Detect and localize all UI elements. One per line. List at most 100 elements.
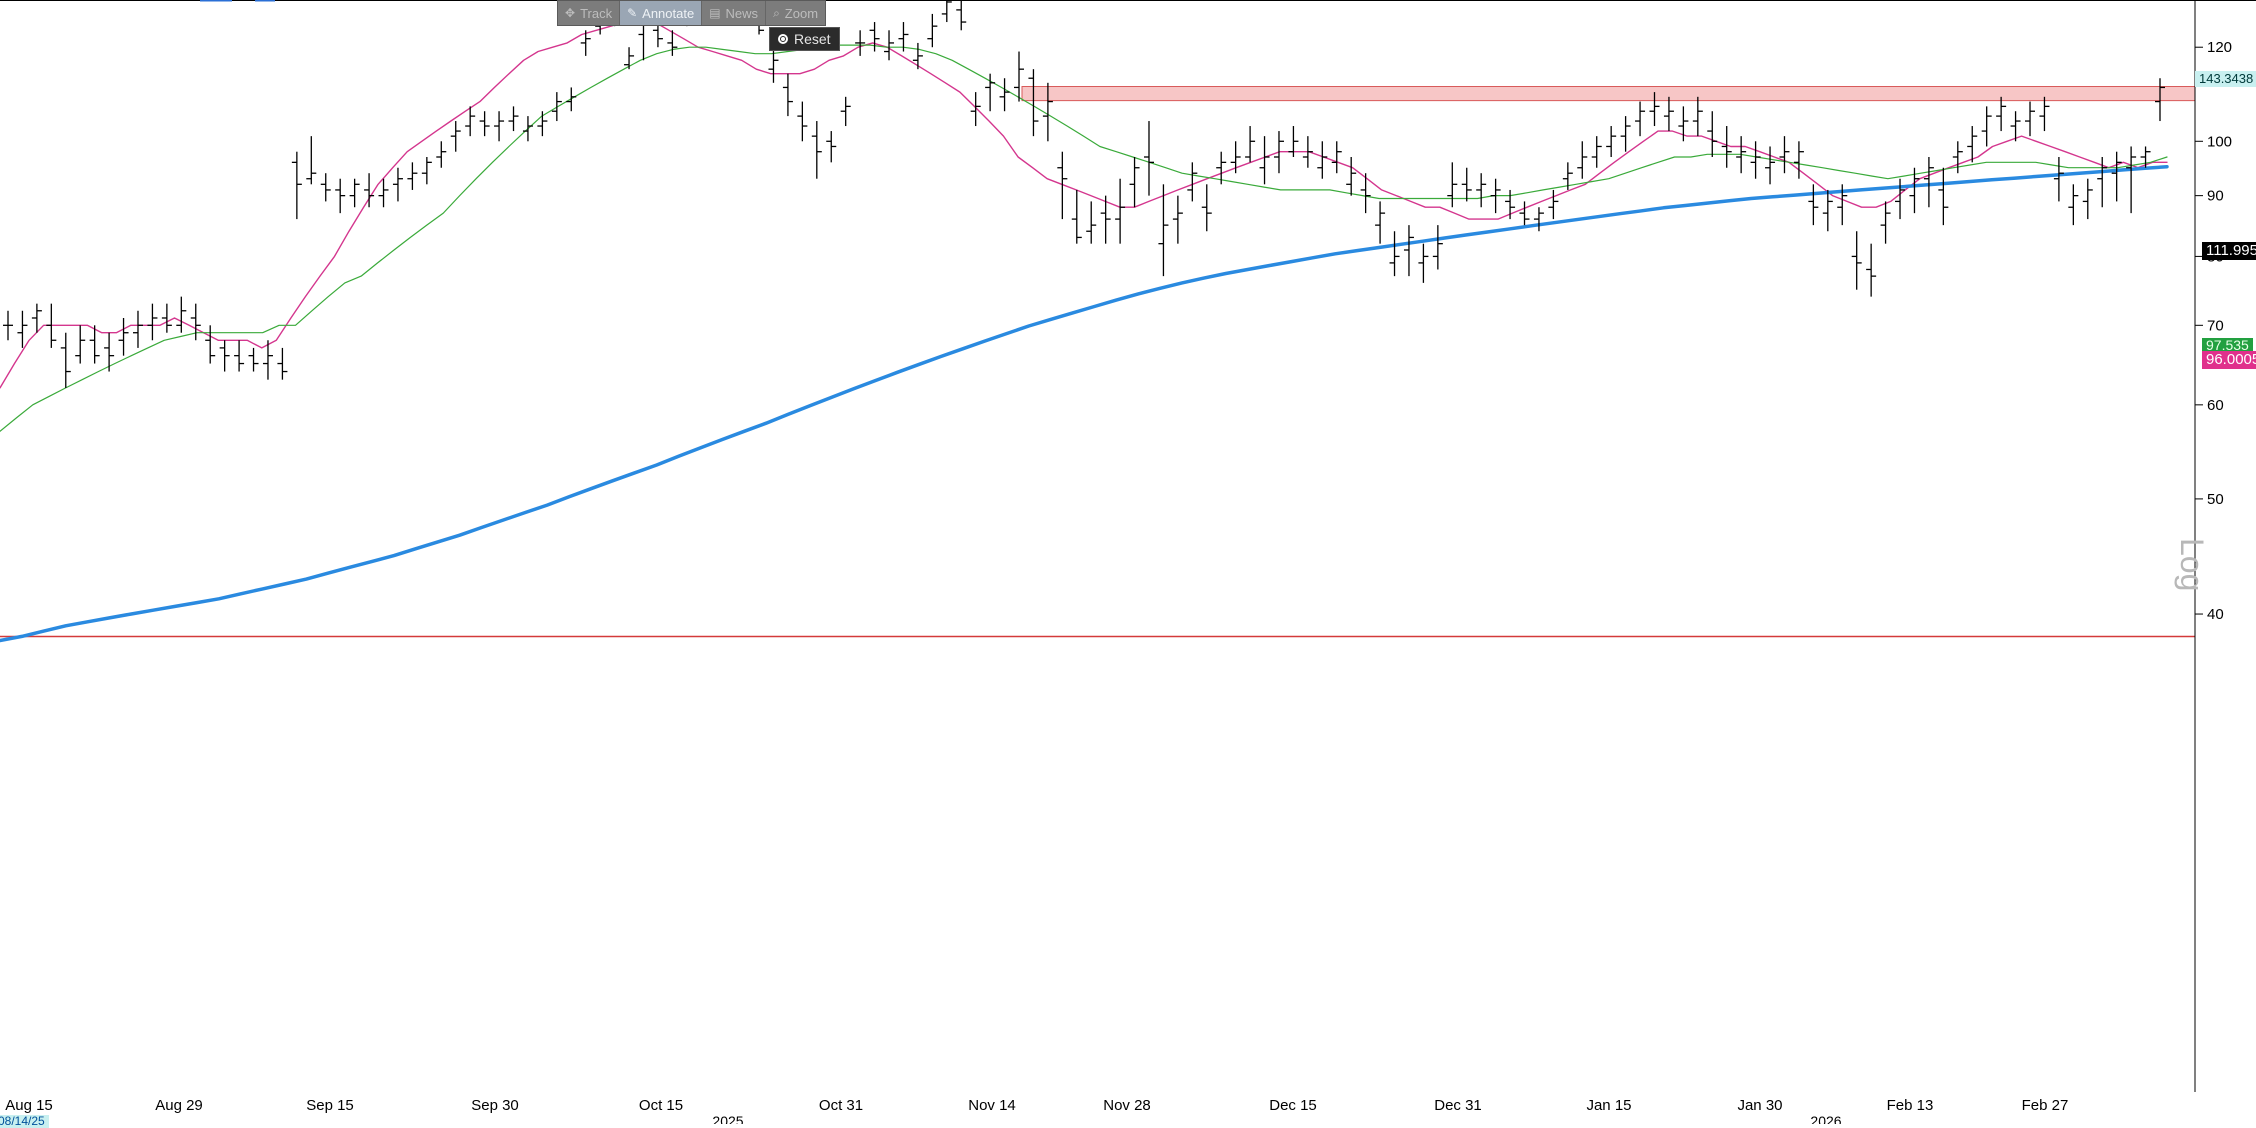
ohlc-bar — [1866, 243, 1877, 297]
x-tick-label: Oct 15 — [639, 1097, 683, 1114]
ohlc-bar — [1086, 201, 1097, 244]
ohlc-bar — [1548, 189, 1559, 220]
ohlc-bar — [1028, 69, 1039, 137]
ohlc-bar — [1317, 141, 1328, 179]
ohlc-bar — [1302, 136, 1313, 168]
ohlc-bar — [1071, 189, 1082, 244]
x-tick-label: Sep 30 — [471, 1097, 519, 1114]
ohlc-bar — [840, 96, 851, 127]
ohlc-bar — [364, 173, 375, 208]
ohlc-bar — [1418, 243, 1429, 283]
x-tick-label: Nov 14 — [968, 1097, 1016, 1114]
ohlc-bar — [3, 310, 13, 341]
high-value-tag: 143.3438 — [2195, 71, 2256, 87]
ohlc-bar — [421, 156, 432, 185]
ohlc-bar — [1129, 156, 1140, 208]
ohlc-bar — [1201, 184, 1212, 232]
ohlc-bar — [1014, 51, 1025, 102]
ohlc-bar — [1158, 184, 1169, 277]
annotate-tool-button[interactable]: ✎ Annotate — [620, 1, 703, 25]
ma-short-line — [0, 17, 2168, 389]
x-tick-label: Jan 30 — [1737, 1097, 1782, 1114]
ohlc-bar — [2082, 178, 2093, 220]
ohlc-bar — [1432, 225, 1443, 270]
ohlc-bar — [782, 73, 793, 117]
ohlc-bar — [1476, 173, 1487, 208]
x-tick-label: Oct 31 — [819, 1097, 863, 1114]
zoom-tool-button[interactable]: ⌕ Zoom — [766, 1, 826, 25]
ohlc-bar — [262, 340, 273, 380]
resistance-band-group — [1021, 86, 2196, 102]
ohlc-bar — [1923, 156, 1934, 208]
ohlc-bar — [450, 121, 461, 152]
ohlc-bar — [2039, 96, 2050, 132]
ohlc-bar — [176, 296, 187, 333]
ohlc-bar — [1707, 111, 1718, 157]
ohlc-bar — [1822, 189, 1833, 232]
ohlc-bar — [1519, 201, 1530, 226]
crosshair-icon: ✥ — [565, 6, 576, 20]
x-tick-label: Jan 15 — [1586, 1097, 1631, 1114]
last-price-tag: 111.995 — [2202, 242, 2256, 260]
ohlc-bar — [1172, 195, 1183, 244]
ohlc-bar — [1403, 225, 1414, 277]
ohlc-bar — [508, 106, 519, 132]
ohlc-bar — [1996, 96, 2007, 132]
news-tool-button[interactable]: ▤ News — [702, 1, 767, 25]
ohlc-bar — [566, 87, 577, 112]
ohlc-bar — [1981, 106, 1992, 147]
ohlc-bar — [2111, 151, 2122, 202]
ohlc-bar — [2010, 111, 2021, 142]
track-tool-button[interactable]: ✥ Track — [558, 1, 621, 25]
ohlc-bar — [1490, 178, 1501, 214]
ohlc-bar — [161, 303, 172, 333]
ohlc-bar — [1273, 131, 1284, 174]
ohlc-bar — [1678, 106, 1689, 142]
ohlc-bar — [1736, 136, 1747, 174]
ohlc-bar — [2140, 146, 2151, 168]
ohlc-bar — [1100, 195, 1111, 244]
reset-button[interactable]: Reset — [769, 27, 840, 51]
ohlc-bar — [234, 340, 245, 372]
ohlc-bar — [869, 22, 880, 52]
log-scale-label: Log — [2174, 538, 2210, 592]
ma-mid-line — [0, 44, 2168, 432]
ohlc-bar — [1793, 141, 1804, 179]
x-tick-label: Feb 27 — [2022, 1097, 2069, 1114]
ohlc-bar — [1880, 201, 1891, 244]
moving-averages-group — [0, 17, 2169, 643]
ohlc-bar — [1230, 141, 1241, 174]
track-label: Track — [580, 5, 613, 21]
ohlc-bar — [1533, 207, 1544, 232]
ohlc-bar — [580, 30, 591, 56]
ohlc-bar — [1562, 162, 1573, 190]
ohlc-bar — [46, 303, 57, 348]
annotate-label: Annotate — [642, 5, 695, 21]
ohlc-bar — [985, 73, 996, 112]
ohlc-bar — [1952, 141, 1963, 174]
ohlc-bar — [551, 92, 562, 122]
ohlc-bar — [1331, 141, 1342, 174]
y-tick-label: 70 — [2207, 317, 2224, 334]
ohlc-bar — [1461, 167, 1472, 202]
ohlc-bar — [1591, 136, 1602, 168]
ohlc-bar — [1909, 167, 1920, 214]
x-tick-label: Dec 31 — [1434, 1097, 1482, 1114]
start-date-tag: 08/14/25 — [0, 1115, 49, 1128]
ohlc-bar — [1187, 162, 1198, 202]
ohlc-bar — [75, 325, 86, 364]
ohlc-bar — [1375, 201, 1386, 244]
year-label: 2025 — [712, 1113, 743, 1124]
ohlc-bar — [1389, 231, 1400, 277]
ohlc-bar — [1808, 184, 1819, 226]
ohlc-bar — [306, 136, 317, 185]
ohlc-bar — [1288, 126, 1299, 157]
zoom-label: Zoom — [784, 5, 819, 21]
ohlc-bar — [970, 92, 981, 127]
ohlc-bar — [190, 303, 201, 341]
ohlc-bar — [1447, 162, 1458, 208]
x-tick-label: Feb 13 — [1887, 1097, 1934, 1114]
ohlc-bar — [1895, 178, 1906, 220]
ohlc-bar — [291, 151, 302, 220]
